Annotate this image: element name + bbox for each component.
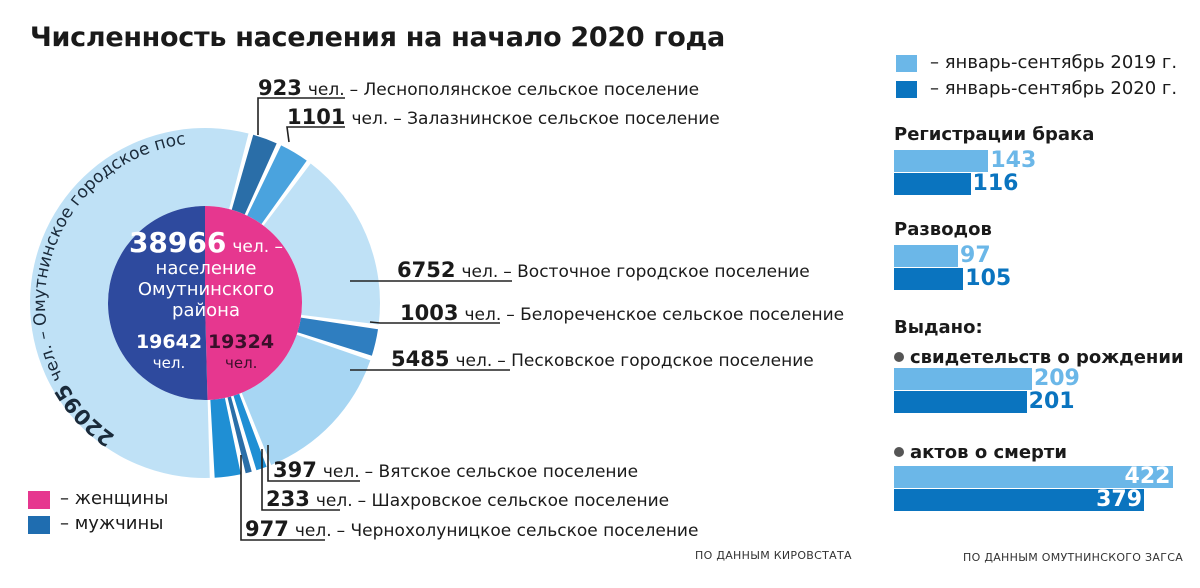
women-wedge <box>205 206 302 400</box>
bar-value-3-1: 379 <box>1096 487 1143 512</box>
men-value: 19642 <box>136 331 202 353</box>
bar-section-title-3: актов о смерти <box>894 442 1067 463</box>
total-caption-1: Омутнинского <box>138 279 274 300</box>
leader-1 <box>286 126 345 143</box>
leader-6 <box>261 449 340 511</box>
total-caption-0: население <box>156 258 257 279</box>
segment-label-3: 1003 чел. – Белореченское сельское поселен… <box>400 301 844 325</box>
total-caption-2: района <box>172 300 240 321</box>
segment-8 <box>30 128 249 479</box>
bar-value-0-1: 116 <box>972 171 1019 196</box>
bar-section-title-1: Разводов <box>894 219 992 240</box>
legend-label-0: – женщины <box>60 488 169 509</box>
bar-1-1 <box>894 268 964 290</box>
bar-value-1-1: 105 <box>965 266 1012 291</box>
bar-legend-label-0: – январь-сентябрь 2019 г. <box>930 52 1178 73</box>
source-zags: ПО ДАННЫМ ОМУТНИНСКОГО ЗАГСА <box>963 551 1184 564</box>
inner-ring <box>107 206 302 400</box>
segment-label-7: 977 чел. – Чернохолуницкое сельское поселе… <box>245 517 698 541</box>
bar-3-0 <box>894 466 1173 488</box>
segment-2 <box>263 163 380 325</box>
bar-value-1-0: 97 <box>960 243 991 268</box>
bar-0-1 <box>894 173 971 195</box>
leader-0 <box>257 97 345 135</box>
bar-2-0 <box>894 368 1032 390</box>
segment-labels: 923 чел. – Леснополянское сельское поселен… <box>245 76 844 541</box>
segment-6 <box>227 396 252 474</box>
bullet-icon <box>894 447 904 457</box>
bar-value-3-0: 422 <box>1124 464 1171 489</box>
women-value: 19324 <box>208 331 274 353</box>
segment-3 <box>297 317 379 356</box>
segment-1 <box>247 145 307 225</box>
legend-swatch-1 <box>28 516 50 534</box>
segment-label-5: 397 чел. – Вятское сельское поселение <box>273 458 638 482</box>
bar-2-1 <box>894 391 1027 413</box>
bar-group-header: Выдано: <box>894 317 983 338</box>
leader-lines <box>240 97 512 541</box>
leader-3 <box>369 321 500 324</box>
segment-5 <box>233 393 267 471</box>
bar-value-0-0: 143 <box>990 148 1037 173</box>
source-kirovstat: ПО ДАННЫМ КИРОВСТАТА <box>695 549 852 562</box>
men-wedge <box>107 206 208 400</box>
chart-title: Численность населения на начало 2020 год… <box>30 22 725 53</box>
bar-value-2-0: 209 <box>1033 366 1080 391</box>
segment-label-4: 5485 чел. – Песковское городское поселение <box>391 347 814 371</box>
segment-4 <box>241 334 371 466</box>
segment-0 <box>231 134 277 215</box>
leader-5 <box>267 445 360 482</box>
legend-swatch-0 <box>28 491 50 509</box>
bar-section-title-0: Регистрации брака <box>894 124 1095 145</box>
bullet-icon <box>894 352 904 362</box>
segment-label-0: 923 чел. – Леснополянское сельское поселен… <box>258 76 699 100</box>
bar-legend-swatch-0 <box>896 55 917 72</box>
segment-label-1: 1101 чел. – Залазнинское сельское поселени… <box>287 105 720 129</box>
bar-value-2-1: 201 <box>1028 389 1075 414</box>
legend-label-1: – мужчины <box>60 513 164 534</box>
bar-1-0 <box>894 245 959 267</box>
population-donut-chart: 923 чел. – Леснополянское сельское поселен… <box>0 0 844 541</box>
total-value: 38966 чел. – <box>129 226 283 259</box>
men-unit: чел. <box>153 354 185 372</box>
bar-3-1 <box>894 489 1145 511</box>
outer-ring <box>30 128 380 479</box>
bar-legend-label-1: – январь-сентябрь 2020 г. <box>930 78 1178 99</box>
segment-label-2: 6752 чел. – Восточное городское поселение <box>397 258 810 282</box>
women-unit: чел. <box>225 354 257 372</box>
bar-section-title-2: свидетельств о рождении <box>894 347 1184 368</box>
segment-7 <box>210 397 241 478</box>
bar-legend-swatch-1 <box>896 81 917 98</box>
segment-label-6: 233 чел. – Шахровское сельское поселение <box>266 487 669 511</box>
bar-0-0 <box>894 150 989 172</box>
leader-7 <box>240 455 325 541</box>
